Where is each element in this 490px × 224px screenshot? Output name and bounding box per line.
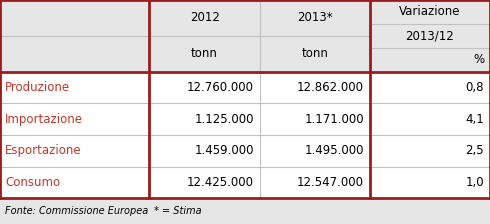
Text: Produzione: Produzione bbox=[5, 81, 70, 94]
Text: 2012: 2012 bbox=[190, 11, 220, 24]
Text: 1.459.000: 1.459.000 bbox=[195, 144, 254, 157]
Text: 1.171.000: 1.171.000 bbox=[304, 113, 364, 126]
Text: 12.547.000: 12.547.000 bbox=[297, 176, 364, 189]
Text: Variazione: Variazione bbox=[399, 5, 461, 18]
Text: 12.760.000: 12.760.000 bbox=[187, 81, 254, 94]
Text: 1,0: 1,0 bbox=[466, 176, 484, 189]
Text: tonn: tonn bbox=[301, 47, 328, 60]
Text: 2,5: 2,5 bbox=[466, 144, 484, 157]
Text: 0,8: 0,8 bbox=[466, 81, 484, 94]
Text: Consumo: Consumo bbox=[5, 176, 60, 189]
Text: Importazione: Importazione bbox=[5, 113, 83, 126]
Text: 1.125.000: 1.125.000 bbox=[195, 113, 254, 126]
Text: Esportazione: Esportazione bbox=[5, 144, 81, 157]
Text: 1.495.000: 1.495.000 bbox=[305, 144, 364, 157]
Text: %: % bbox=[473, 53, 484, 66]
Bar bbox=[0, 72, 490, 198]
Text: * = Stima: * = Stima bbox=[154, 206, 202, 216]
Bar bbox=[0, 198, 490, 224]
Text: Fonte: Commissione Europea: Fonte: Commissione Europea bbox=[5, 206, 148, 216]
Text: tonn: tonn bbox=[191, 47, 218, 60]
Text: 4,1: 4,1 bbox=[466, 113, 484, 126]
Text: 12.425.000: 12.425.000 bbox=[187, 176, 254, 189]
Text: 2013*: 2013* bbox=[297, 11, 333, 24]
Bar bbox=[0, 0, 490, 72]
Text: 12.862.000: 12.862.000 bbox=[297, 81, 364, 94]
Text: 2013/12: 2013/12 bbox=[406, 29, 454, 42]
